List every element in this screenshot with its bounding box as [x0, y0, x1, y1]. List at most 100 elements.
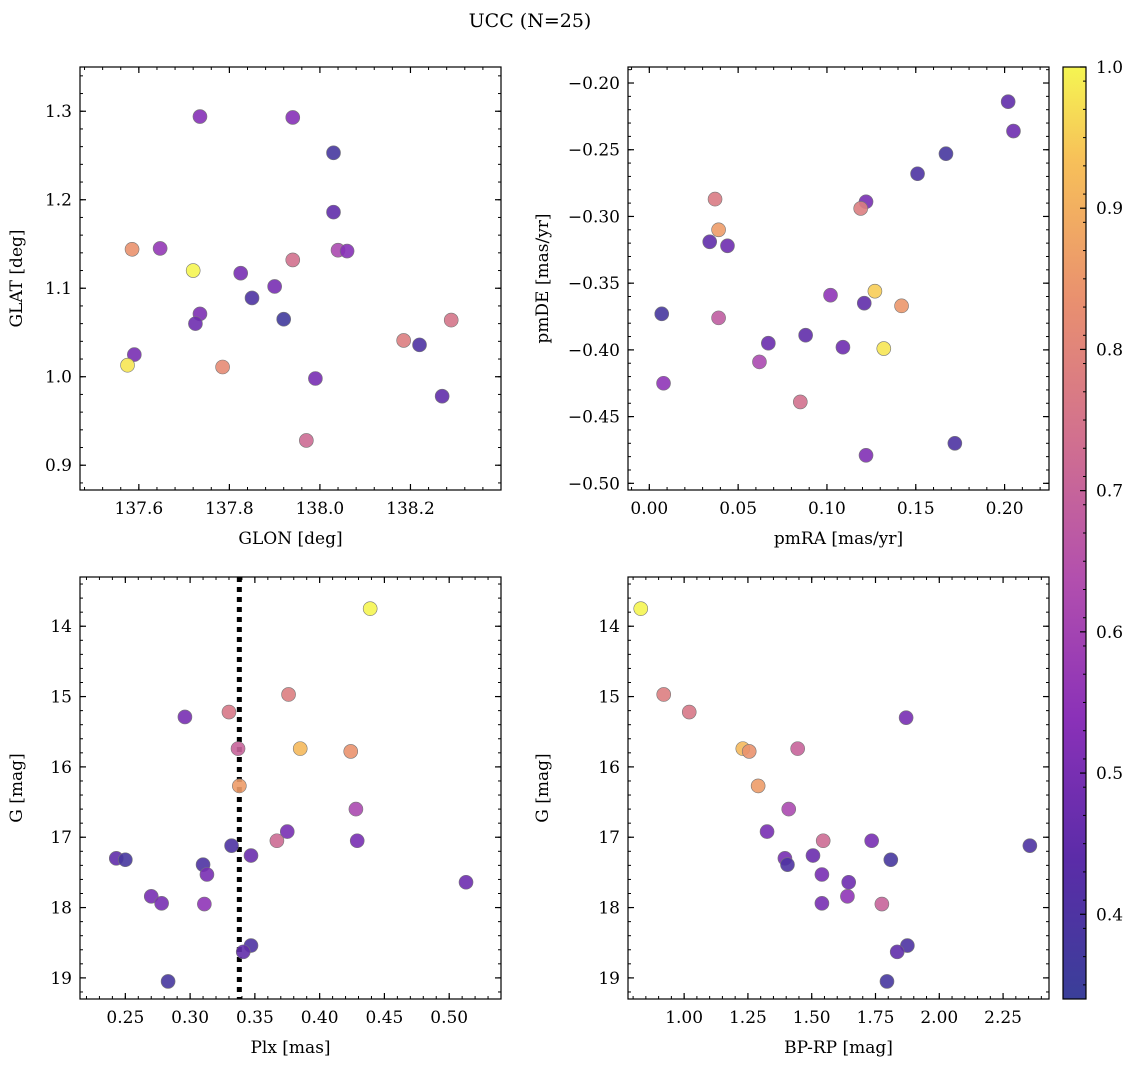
data-point — [814, 896, 830, 911]
data-point — [197, 896, 212, 912]
data-point — [348, 801, 364, 817]
data-point — [793, 394, 808, 410]
colorbar-tick-label: 0.4 — [1096, 905, 1123, 925]
x-tick-label: 1.50 — [793, 1008, 831, 1028]
data-point — [883, 852, 899, 868]
data-point — [434, 388, 450, 404]
y-tick-label: −0.20 — [568, 74, 620, 94]
data-point — [177, 709, 193, 725]
data-point — [154, 896, 169, 911]
data-point — [938, 146, 954, 162]
data-point — [224, 838, 239, 853]
data-point — [853, 201, 869, 216]
y-tick-label: −0.30 — [568, 207, 620, 227]
x-tick-label: 0.40 — [301, 1008, 339, 1028]
axes-frame — [627, 66, 1050, 491]
data-point — [120, 357, 135, 373]
y-axis-label: G [mag] — [533, 753, 553, 822]
y-tick-label: 16 — [598, 758, 620, 778]
x-tick-label: 2.00 — [920, 1008, 958, 1028]
y-tick-label: 16 — [50, 758, 72, 778]
y-tick-label: −0.50 — [568, 474, 620, 494]
y-tick-label: 1.2 — [45, 191, 72, 211]
x-axis-label: pmRA [mas/yr] — [774, 529, 903, 549]
data-point — [339, 243, 355, 259]
data-point — [235, 944, 251, 960]
data-point — [362, 601, 378, 616]
data-point — [759, 824, 775, 839]
y-tick-label: 0.9 — [45, 456, 72, 476]
data-point — [396, 333, 411, 348]
data-point — [343, 744, 359, 759]
y-tick-label: −0.25 — [568, 141, 620, 161]
data-point — [1000, 94, 1016, 109]
data-point — [864, 833, 879, 849]
x-tick-label: 0.15 — [897, 499, 935, 519]
data-point — [215, 359, 230, 375]
data-point — [152, 241, 168, 256]
data-point — [285, 110, 301, 125]
data-point — [299, 433, 314, 448]
data-point — [874, 896, 890, 912]
data-point — [867, 283, 883, 299]
data-point — [702, 234, 718, 250]
data-point — [889, 944, 905, 960]
data-point — [823, 287, 838, 303]
data-point — [805, 848, 821, 863]
data-point — [233, 265, 249, 281]
y-tick-label: 17 — [598, 828, 620, 848]
x-tick-label: 1.00 — [665, 1008, 703, 1028]
data-point — [232, 778, 247, 794]
x-tick-label: 1.25 — [729, 1008, 767, 1028]
x-tick-label: 0.10 — [808, 499, 846, 519]
x-tick-label: 0.45 — [365, 1008, 403, 1028]
colorbar-tick-label: 0.7 — [1096, 482, 1123, 502]
y-axis-label: G [mag] — [7, 753, 27, 822]
x-tick-label: 2.25 — [984, 1008, 1022, 1028]
y-tick-label: 17 — [50, 828, 72, 848]
glon-glat-panel: 137.6 137.8 138.0 138.2 0.9 1.0 1.1 1.2 1.3 GLON … — [7, 66, 502, 549]
y-tick-label: 19 — [50, 969, 72, 989]
data-point — [326, 145, 341, 161]
data-point — [707, 191, 723, 207]
data-point — [281, 687, 296, 702]
y-tick-label: −0.35 — [568, 274, 620, 294]
data-point — [681, 704, 697, 720]
data-point — [1022, 838, 1038, 853]
colorbar-gradient — [1062, 66, 1087, 1000]
y-tick-label: 18 — [50, 899, 72, 919]
data-point — [118, 852, 133, 868]
x-tick-label: 0.25 — [106, 1008, 144, 1028]
data-point — [741, 744, 757, 759]
data-point — [127, 347, 142, 362]
y-tick-label: 1.0 — [45, 368, 72, 388]
data-point — [752, 354, 767, 370]
data-point — [876, 341, 892, 356]
data-point — [841, 874, 857, 890]
data-point — [244, 290, 260, 306]
y-tick-label: 15 — [598, 688, 620, 708]
colorbar-tick-label: 0.8 — [1096, 340, 1123, 360]
data-point — [349, 833, 365, 849]
data-point — [243, 848, 259, 863]
data-point — [308, 371, 323, 386]
data-point — [720, 238, 735, 254]
y-tick-label: 18 — [598, 899, 620, 919]
data-point — [1006, 123, 1021, 139]
data-point — [656, 687, 672, 702]
x-tick-label: 0.00 — [630, 499, 668, 519]
data-point — [656, 375, 671, 391]
plx-g-panel: 0.25 0.30 0.35 0.40 0.45 0.50 14 15 16 17 18 19 Plx … — [7, 576, 502, 1058]
x-tick-label: 137.6 — [115, 499, 164, 519]
y-tick-label: −0.45 — [568, 408, 620, 428]
y-axis-label: GLAT [deg] — [7, 229, 27, 327]
colorbar: 0.4 0.5 0.6 0.7 0.8 0.9 1.0 — [1062, 58, 1123, 1000]
data-point — [840, 889, 855, 904]
colorbar-tick-label: 0.5 — [1096, 764, 1123, 784]
y-tick-label: −0.40 — [568, 341, 620, 361]
axes-frame — [627, 576, 1050, 1000]
colorbar-tick-label: 0.6 — [1096, 623, 1123, 643]
x-tick-label: 137.8 — [205, 499, 254, 519]
data-point — [798, 327, 813, 343]
